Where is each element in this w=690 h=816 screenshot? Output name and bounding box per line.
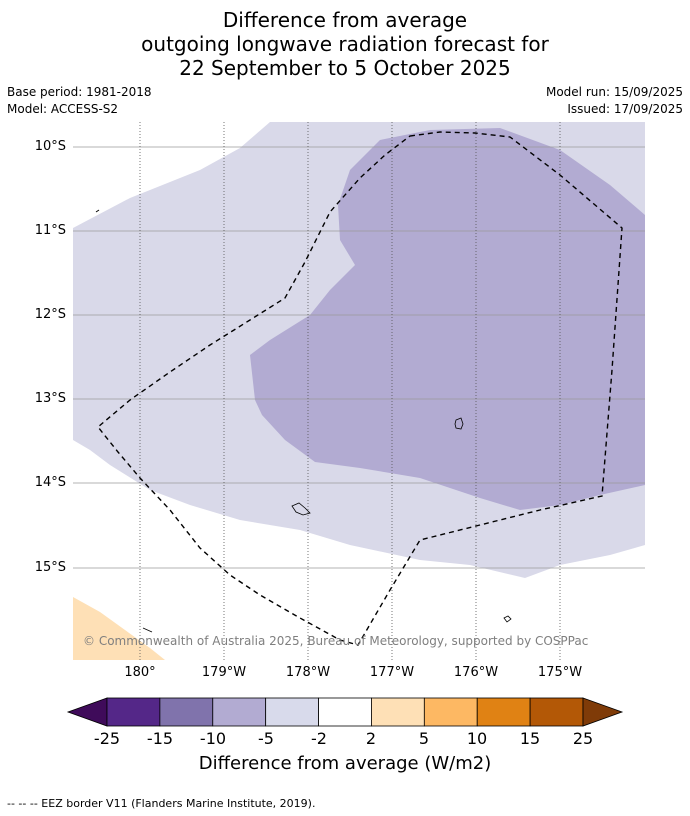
latitude-gridlines [73,146,645,569]
island-outline [95,209,100,213]
title-line-1: Difference from average [222,8,468,32]
lon-label: 179°W [201,665,247,680]
chart-title: Difference from average outgoing longwav… [0,8,690,80]
colorbar-tick: -2 [311,729,327,748]
lon-label: 177°W [369,665,415,680]
issued-date: Issued: 17/09/2025 [567,102,683,116]
lon-label: 176°W [453,665,499,680]
colorbar-tick: -10 [199,729,227,748]
colorbar-box [371,697,425,727]
colorbar-label: Difference from average (W/m2) [198,753,492,774]
anomaly-region-mid [250,128,645,510]
map-area [73,122,645,660]
title-line-2: outgoing longwave radiation forecast for [141,32,549,56]
base-period: Base period: 1981-2018 [7,85,152,99]
colorbar-box [529,697,584,727]
eez-border [97,131,623,646]
lon-label: 180° [124,665,156,680]
colorbar-box [423,697,478,727]
island-outline [142,627,153,633]
colorbar-tick: -25 [93,729,121,748]
island-outline [503,615,512,623]
copyright-notice: © Commonwealth of Australia 2025, Bureau… [83,634,589,648]
meta-left: Base period: 1981-2018 Model: ACCESS-S2 [7,84,152,118]
lat-label: 14°S [34,475,66,490]
colorbar-tick: -15 [146,729,174,748]
colorbar-box [476,697,531,727]
colorbar-tick: 15 [519,729,541,748]
island-outline [454,417,464,430]
colorbar-tick: 25 [572,729,594,748]
colorbar-tick: -5 [258,729,274,748]
colorbar-box [265,697,319,727]
lat-label: 10°S [34,139,66,154]
colorbar-tick: 5 [418,729,430,748]
colorbar [66,697,624,727]
anomaly-region-positive [73,597,165,660]
model-run: Model run: 15/09/2025 [545,85,683,99]
colorbar-extend-low [66,697,108,727]
colorbar-tick: 2 [365,729,377,748]
island-outline [291,502,311,516]
lat-label: 15°S [34,560,66,575]
lon-label: 175°W [537,665,583,680]
colorbar-extend-high [582,697,624,727]
lat-label: 12°S [34,307,66,322]
meta-right: Model run: 15/09/2025 Issued: 17/09/2025 [546,84,683,118]
lat-label: 13°S [34,391,66,406]
lon-label: 178°W [285,665,331,680]
title-line-3: 22 September to 5 October 2025 [179,56,511,80]
colorbar-box [212,697,267,727]
colorbar-boxes [106,697,584,727]
eez-footnote: -- -- -- EEZ border V11 (Flanders Marine… [7,797,316,810]
colorbar-box [159,697,214,727]
model-name: Model: ACCESS-S2 [7,102,119,116]
colorbar-box [106,697,161,727]
colorbar-box [318,697,372,727]
colorbar-tick: 10 [466,729,488,748]
lat-label: 11°S [34,223,66,238]
